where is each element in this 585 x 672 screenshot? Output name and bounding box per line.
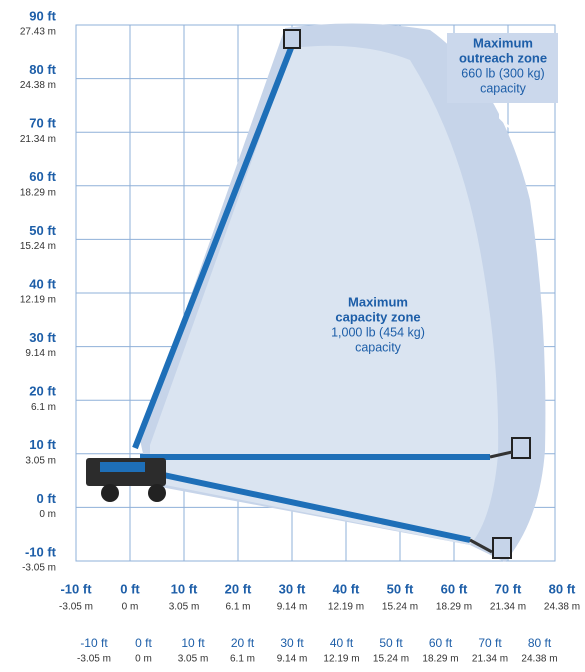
x-tick-ft: 50 ft [387,581,414,596]
platform [283,29,301,49]
x-tick-m: 0 m [122,602,139,613]
x-tick-ft: 10 ft [181,636,205,650]
y-tick-m: 12.19 m [20,295,56,306]
x-tick-m: 24.38 m [521,654,557,665]
y-tick-m: 6.1 m [31,402,56,413]
zone-text: 1,000 lb (454 kg) [331,325,425,339]
y-tick-ft: 70 ft [29,116,56,131]
x-tick-ft: -10 ft [60,581,92,596]
y-tick-m: 21.34 m [20,134,56,145]
x-tick-m: 24.38 m [544,602,580,613]
y-tick-ft: 20 ft [29,384,56,399]
x-tick-ft: -10 ft [80,636,108,650]
y-tick-ft: 40 ft [29,276,56,291]
x-tick-ft: 70 ft [478,636,502,650]
y-tick-ft: 90 ft [29,8,56,23]
x-tick-m: 15.24 m [382,602,418,613]
callout-box [447,33,558,103]
y-tick-ft: 10 ft [29,437,56,452]
x-tick-ft: 40 ft [333,581,360,596]
x-tick-ft: 0 ft [120,581,140,596]
x-tick-ft: 60 ft [429,636,453,650]
x-tick-ft: 30 ft [280,636,304,650]
y-tick-m: -3.05 m [22,563,56,574]
boom-lift [86,29,531,559]
x-tick-m: -3.05 m [77,654,111,665]
x-tick-ft: 70 ft [495,581,522,596]
y-tick-ft: 80 ft [29,62,56,77]
x-tick-m: 18.29 m [422,654,458,665]
y-tick-m: 3.05 m [25,455,56,466]
y-tick-ft: -10 ft [25,544,57,559]
y-tick-ft: 0 ft [37,491,57,506]
callout-line [499,103,511,129]
x-tick-ft: 80 ft [528,636,552,650]
x-tick-m: 3.05 m [169,602,200,613]
x-tick-ft: 80 ft [549,581,576,596]
zone-title: Maximum [473,35,533,50]
upper-boom [132,46,294,450]
y-tick-m: 0 m [39,509,56,520]
y-tick-m: 27.43 m [20,27,56,38]
x-tick-m: 9.14 m [277,602,308,613]
x-tick-ft: 60 ft [441,581,468,596]
capacity-zone [150,45,499,545]
zone-text: 660 lb (300 kg) [461,66,544,80]
x-tick-m: 18.29 m [436,602,472,613]
x-tick-ft: 20 ft [231,636,255,650]
x-tick-ft: 50 ft [379,636,403,650]
wheel [101,484,119,502]
x-tick-m: 6.1 m [230,654,255,665]
x-tick-ft: 20 ft [225,581,252,596]
y-tick-m: 18.29 m [20,187,56,198]
x-tick-m: 9.14 m [277,654,308,665]
wheel [148,484,166,502]
zone-text: capacity [355,340,402,354]
x-tick-ft: 40 ft [330,636,354,650]
x-tick-ft: 30 ft [279,581,306,596]
zone-title: outreach zone [459,50,547,65]
y-tick-m: 15.24 m [20,241,56,252]
platform [511,437,531,459]
platform [492,537,512,559]
zone-text: capacity [480,81,527,95]
x-tick-ft: 0 ft [135,636,152,650]
y-tick-m: 9.14 m [25,348,56,359]
x-tick-m: 6.1 m [225,602,250,613]
labels: 90 ft 27.43 m 80 ft 24.38 m 70 ft 21.34 m 60 f… [20,8,580,664]
x-tick-m: 0 m [135,654,152,665]
x-tick-m: 21.34 m [490,602,526,613]
zone-title: Maximum [348,294,408,309]
x-tick-m: 15.24 m [373,654,409,665]
x-tick-m: -3.05 m [59,602,93,613]
y-tick-m: 24.38 m [20,80,56,91]
lower-boom [139,467,471,543]
x-tick-m: 3.05 m [178,654,209,665]
x-tick-m: 12.19 m [328,602,364,613]
x-tick-ft: 10 ft [171,581,198,596]
y-tick-ft: 50 ft [29,223,56,238]
y-tick-ft: 30 ft [29,330,56,345]
y-tick-ft: 60 ft [29,169,56,184]
zone-title: capacity zone [335,309,420,324]
x-tick-m: 12.19 m [323,654,359,665]
x-tick-m: 21.34 m [472,654,508,665]
